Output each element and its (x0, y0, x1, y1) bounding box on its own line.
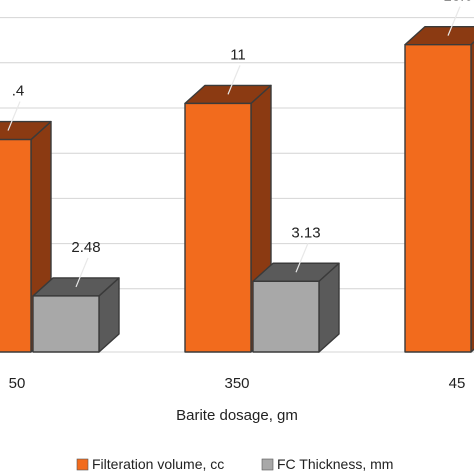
bar-0-0 (0, 120, 52, 353)
bar-0-2 (404, 25, 474, 353)
label-leader (75, 257, 89, 288)
bar-front (252, 280, 320, 353)
legend-label-fc-thickness: FC Thickness, mm (277, 456, 393, 472)
category-tick-labels: 50 350 45 (9, 375, 466, 392)
legend-swatch-filteration-volume (76, 458, 89, 471)
legend-label-filteration-volume: Filteration volume, cc (92, 456, 224, 472)
category-tick-label: 50 (9, 375, 26, 392)
bar-front (404, 43, 472, 353)
label-leaders (7, 6, 461, 288)
bar-top (404, 25, 474, 46)
data-label: 13.6 (443, 0, 472, 5)
data-label: 2.48 (71, 239, 100, 256)
category-tick-label: 350 (224, 375, 249, 392)
bar-1-0 (32, 277, 120, 353)
label-leader (7, 101, 21, 131)
bar-1-1 (252, 262, 340, 353)
x-axis-title: Barite dosage, gm (176, 407, 298, 424)
label-leader (447, 6, 461, 36)
bar-front (0, 138, 32, 353)
data-label: 11 (230, 46, 246, 63)
bar-front (184, 102, 252, 353)
bars (0, 25, 474, 353)
data-label: .4 (12, 83, 25, 100)
category-tick-label: 45 (449, 375, 466, 392)
legend-swatch-fc-thickness (261, 458, 274, 471)
label-leader (295, 243, 309, 273)
data-label: 3.13 (291, 224, 320, 241)
bar-front (32, 295, 100, 353)
label-leader (227, 65, 241, 95)
data-labels: .4 2.48 11 3.13 13.6 (12, 0, 473, 256)
legend: Filteration volume, cc FC Thickness, mm (76, 456, 393, 472)
